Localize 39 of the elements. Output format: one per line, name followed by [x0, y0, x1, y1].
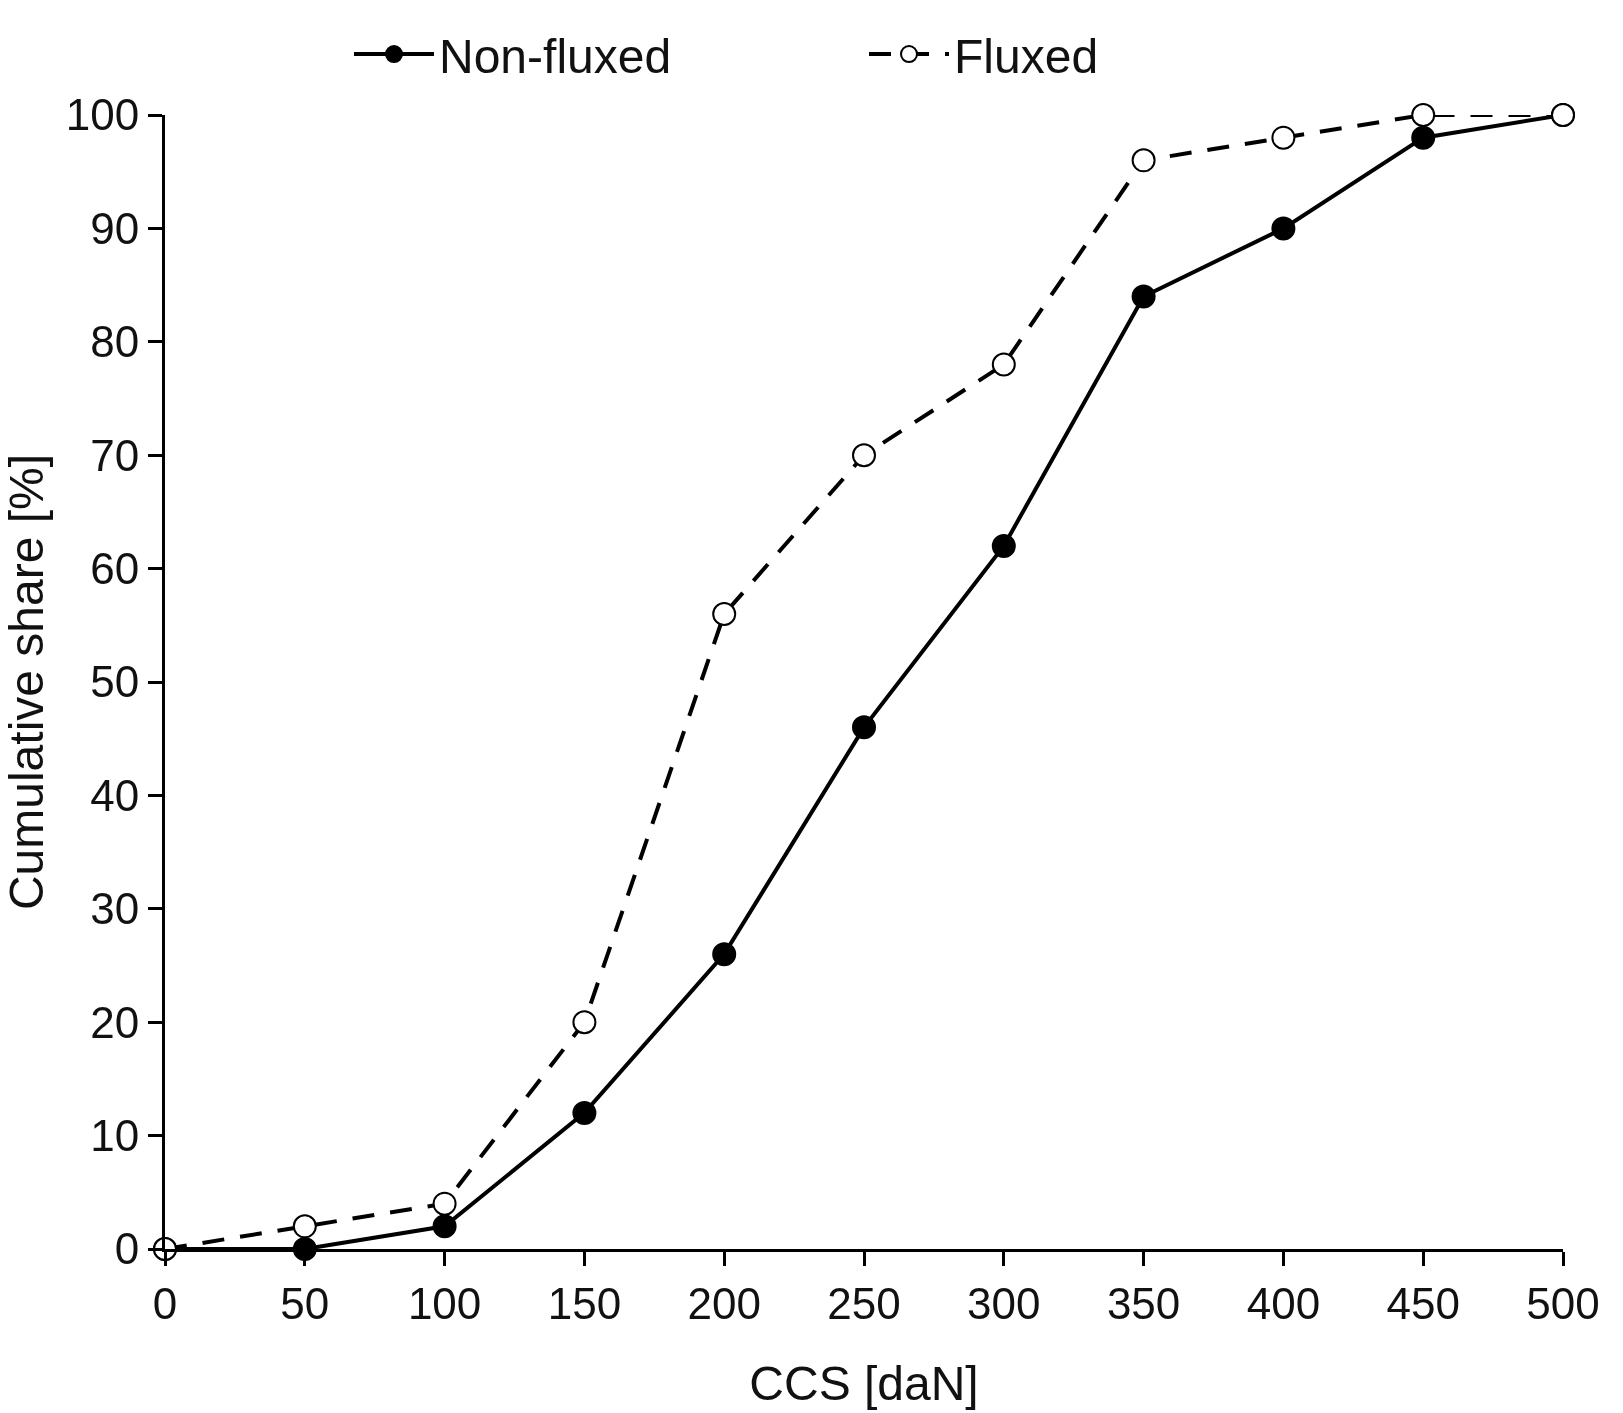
x-tick-label: 100 [407, 1278, 482, 1328]
y-axis-title: Cumulative share [%] [0, 453, 53, 911]
x-tick-label: 350 [1106, 1278, 1181, 1328]
legend-label: Non-fluxed [439, 29, 672, 83]
y-tick-label: 80 [90, 317, 140, 367]
x-tick-label: 450 [1386, 1278, 1460, 1328]
y-tick-label: 20 [90, 997, 140, 1047]
x-tick-label: 300 [967, 1278, 1041, 1328]
y-tick-label: 50 [90, 657, 140, 707]
point [432, 1214, 457, 1239]
x-tick-label: 150 [547, 1278, 622, 1328]
y-tick-label: 0 [114, 1224, 140, 1274]
y-tick-label: 70 [90, 430, 140, 480]
y-tick-label: 60 [90, 544, 140, 593]
point [712, 942, 737, 967]
y-tick-label: 40 [90, 770, 140, 820]
y-tick-label: 10 [90, 1111, 140, 1160]
legend-label: Fluxed [954, 29, 1099, 83]
y-tick-label: 30 [90, 884, 140, 934]
y-tick-label: 100 [65, 90, 140, 140]
point [1411, 125, 1436, 150]
x-tick-label: 400 [1246, 1278, 1321, 1328]
point [572, 1010, 597, 1035]
x-tick-label: 250 [827, 1278, 901, 1328]
point [432, 1191, 457, 1216]
y-tick-label: 90 [90, 203, 140, 253]
point [1131, 284, 1156, 309]
point [852, 715, 876, 740]
x-tick-label: 500 [1526, 1278, 1600, 1328]
x-tick-label: 200 [687, 1278, 761, 1328]
point [991, 533, 1016, 558]
point [572, 1100, 597, 1125]
point [852, 443, 876, 468]
x-axis-title: CCS [daN] [749, 1356, 979, 1410]
point [1271, 216, 1296, 241]
point [1131, 148, 1156, 173]
point [1271, 125, 1296, 150]
x-tick-label: 50 [280, 1278, 330, 1328]
x-tick-label: 0 [152, 1278, 178, 1328]
